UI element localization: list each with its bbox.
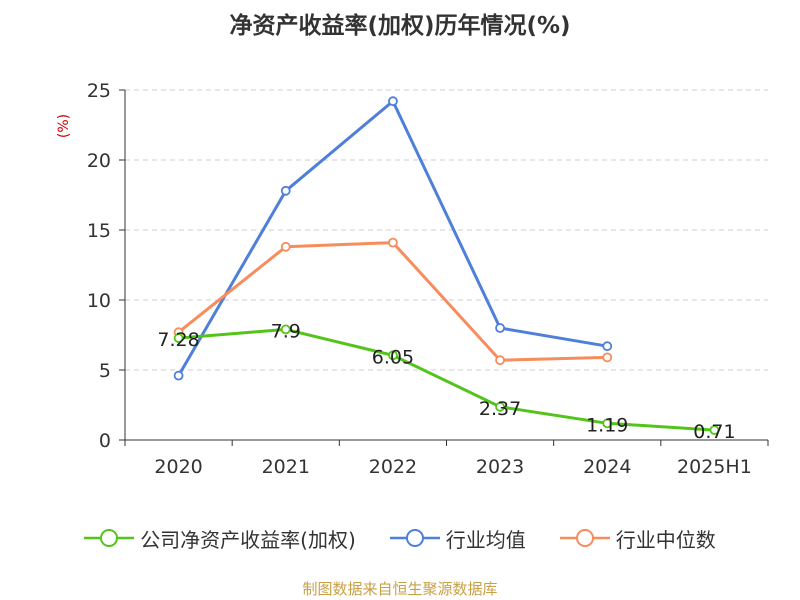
data-label: 7.9 [271, 320, 301, 342]
data-point [602, 352, 613, 363]
legend-item: 公司净资产收益率(加权) [84, 524, 356, 553]
y-tick-label: 5 [99, 360, 111, 382]
legend-swatch-icon [559, 529, 610, 547]
data-point [388, 237, 398, 248]
y-tick-label: 15 [87, 220, 111, 242]
data-point [173, 370, 184, 381]
x-tick-label: 2023 [476, 456, 524, 478]
legend-label: 行业中位数 [615, 527, 716, 552]
data-label: 2.37 [479, 398, 521, 420]
legend-swatch-icon [389, 529, 440, 547]
data-label: 0.71 [693, 421, 735, 443]
data-label: 6.05 [372, 346, 414, 368]
data-point [495, 401, 505, 412]
data-point [280, 241, 291, 252]
data-label: 1.19 [586, 414, 628, 436]
data-label: 7.28 [157, 329, 199, 351]
x-tick-label: 2025H1 [677, 456, 752, 478]
chart-title: 净资产收益率(加权)历年情况(%) [229, 13, 571, 39]
x-tick-label: 2024 [583, 456, 631, 478]
data-point [173, 333, 184, 343]
data-point [280, 185, 291, 196]
data-point [388, 350, 398, 361]
legend-label: 公司净资产收益率(加权) [140, 527, 356, 552]
series-line-2 [177, 241, 608, 362]
y-tick-label: 25 [87, 80, 111, 102]
axes: 0 5 10 15 20 25 2020 2021 2022 2023 2024 2025H1 (%) [56, 80, 769, 478]
grid-lines [125, 89, 768, 371]
y-tick-label: 10 [87, 290, 111, 312]
series [173, 96, 720, 435]
legend: 公司净资产收益率(加权) 行业均值 行业中位数 [0, 520, 800, 556]
data-labels: 7.28 7.9 6.05 2.37 1.19 0.71 [157, 320, 735, 443]
source-note: 制图数据来自恒生聚源数据库 [302, 580, 498, 598]
x-tick-label: 2020 [154, 456, 202, 478]
legend-label: 行业均值 [445, 527, 526, 552]
legend-item: 行业均值 [389, 524, 526, 553]
data-point [602, 418, 613, 429]
data-point [280, 324, 291, 335]
data-point [495, 355, 505, 366]
legend-swatch-icon [84, 529, 135, 547]
data-point [709, 425, 720, 435]
data-point [388, 96, 398, 107]
x-tick-label: 2022 [369, 456, 417, 478]
legend-item: 行业中位数 [559, 524, 716, 553]
y-axis-label: (%) [56, 114, 72, 138]
y-tick-label: 20 [87, 150, 111, 172]
x-tick-label: 2021 [262, 456, 310, 478]
y-tick-label: 0 [99, 430, 111, 452]
series-line-0 [178, 327, 715, 432]
data-point [602, 341, 613, 352]
data-point [495, 323, 505, 333]
